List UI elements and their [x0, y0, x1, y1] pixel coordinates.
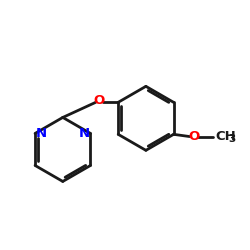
Text: 3: 3: [228, 134, 235, 144]
Text: N: N: [79, 127, 90, 140]
Text: O: O: [188, 130, 199, 143]
Text: CH: CH: [215, 130, 236, 143]
Text: N: N: [35, 127, 46, 140]
Text: O: O: [94, 94, 105, 107]
